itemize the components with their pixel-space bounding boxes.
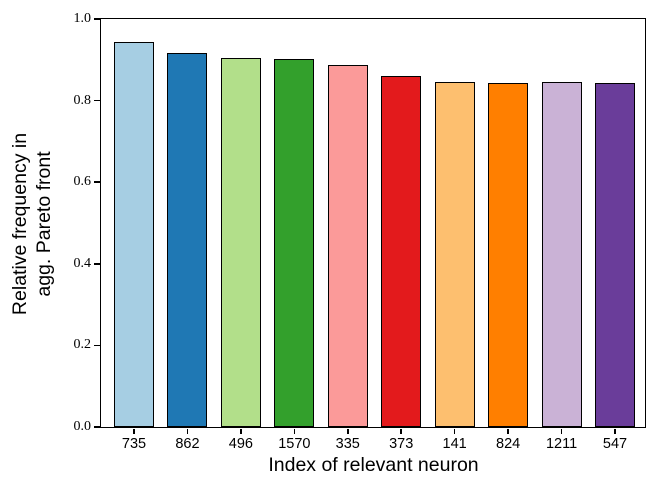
bar-373: [381, 75, 422, 427]
x-tick-mark: [400, 428, 403, 435]
x-tick-mark: [186, 428, 189, 435]
x-tick-mark: [293, 428, 296, 435]
x-tick-label: 496: [228, 436, 253, 452]
x-tick-mark: [614, 428, 616, 435]
y-tick-mark: [94, 99, 100, 102]
x-tick-label: 335: [335, 436, 360, 452]
x-tick-label: 1570: [278, 436, 311, 452]
y-tick-label: 0.8: [73, 92, 92, 108]
bar-1211: [541, 81, 582, 427]
bar-141: [434, 81, 475, 427]
x-tick-mark: [507, 428, 509, 435]
y-tick-mark: [94, 18, 100, 20]
x-tick-mark: [240, 428, 242, 435]
x-tick-label: 141: [442, 436, 467, 452]
bar-335: [327, 64, 368, 427]
y-tick-mark: [94, 181, 100, 183]
y-tick-mark: [94, 344, 100, 347]
y-tick-label: 0.2: [73, 337, 92, 353]
bar-547: [595, 82, 635, 427]
x-tick-mark: [346, 428, 349, 435]
bar-1570: [274, 58, 315, 427]
bar-496: [220, 58, 261, 427]
bar-862: [167, 53, 208, 427]
x-tick-mark: [133, 428, 135, 435]
y-tick-label: 1.0: [73, 11, 92, 26]
y-tick-label: 0.4: [73, 255, 92, 271]
y-axis-label-line1: Relative frequency in: [9, 132, 31, 316]
plot-area: 735 862 496 1570 335 373 141 824 1211 547 0.0 0.2 0.…: [74, 11, 646, 452]
bar-735: [114, 42, 154, 427]
x-axis-label: Index of relevant neuron: [268, 454, 479, 476]
x-tick-label: 862: [175, 436, 200, 452]
x-tick-label: 824: [496, 436, 521, 452]
y-tick-label: 0.0: [73, 419, 92, 434]
y-tick-mark: [94, 263, 100, 265]
x-tick-mark: [453, 428, 456, 435]
bar-824: [488, 82, 529, 427]
x-tick-label: 373: [389, 436, 414, 452]
y-tick-label: 0.6: [73, 174, 92, 190]
x-tick-label: 547: [602, 436, 628, 452]
y-tick-mark: [94, 426, 100, 428]
x-tick-mark: [560, 428, 563, 435]
x-tick-label: 1211: [545, 436, 578, 452]
x-tick-label: 735: [121, 436, 147, 452]
